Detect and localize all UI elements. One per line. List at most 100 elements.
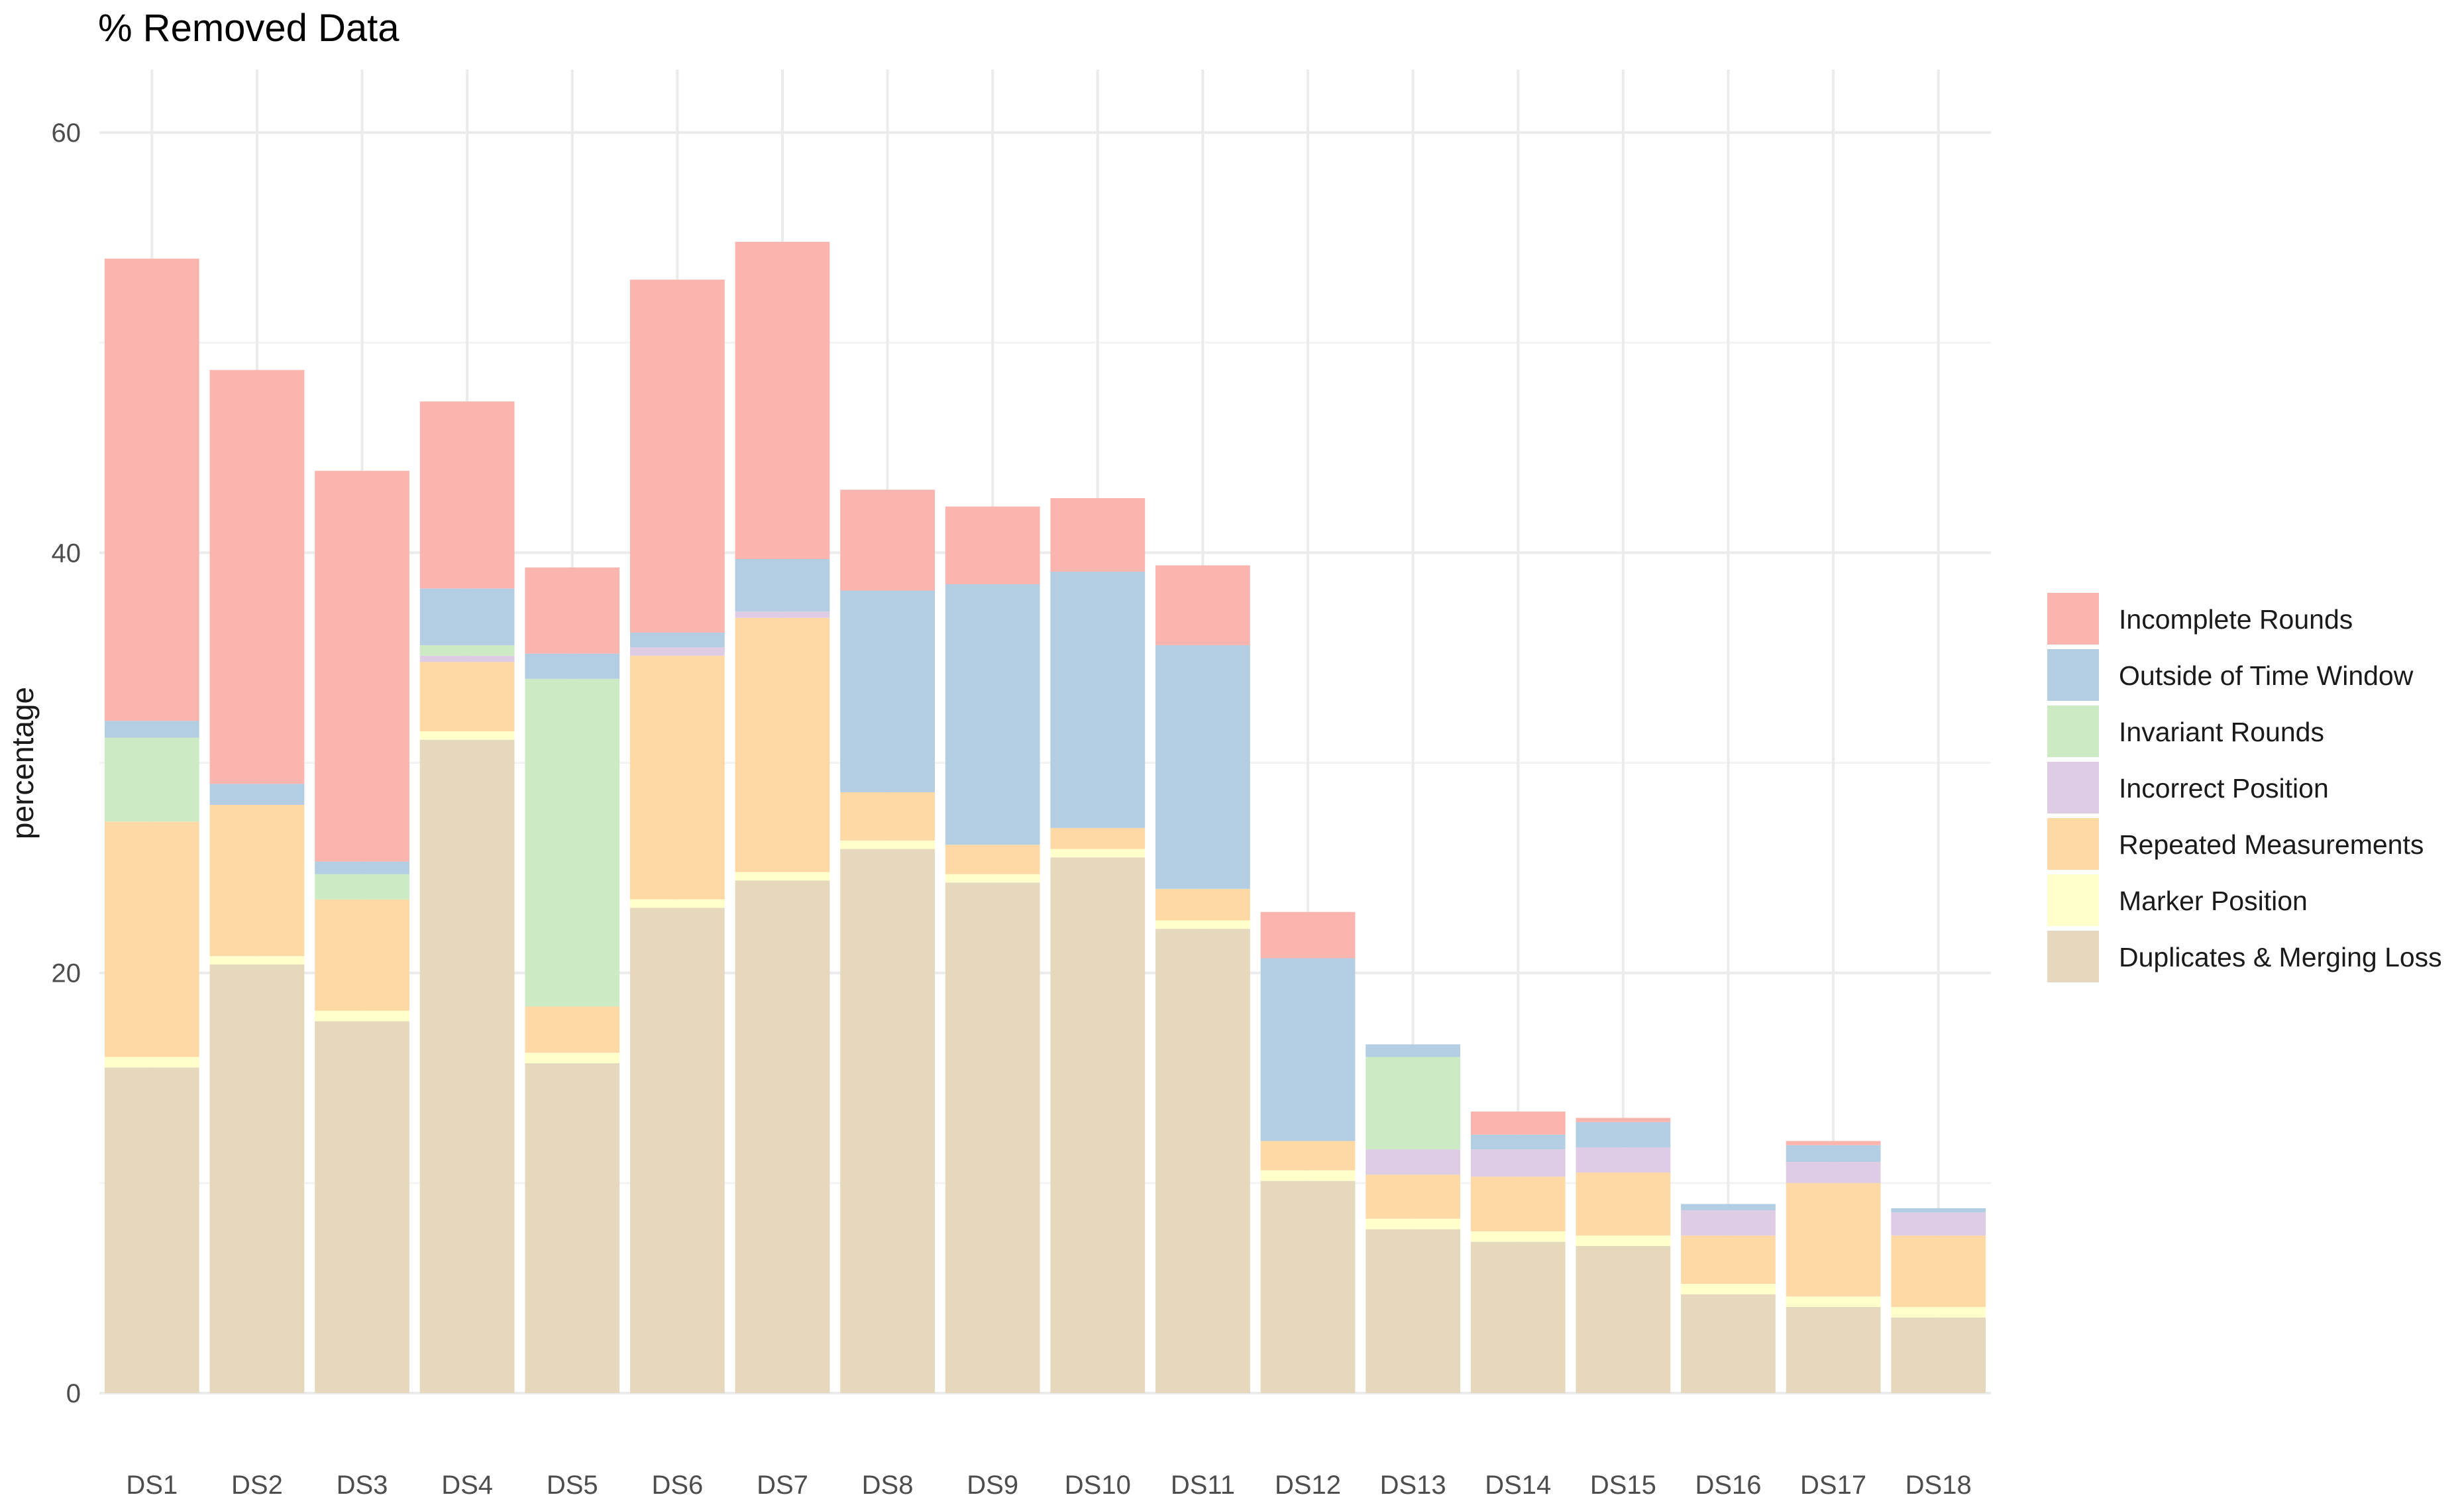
legend-label: Outside of Time Window	[2119, 660, 2414, 691]
bar-segment	[1260, 1170, 1356, 1181]
x-tick-labels: DS1 DS2 DS3 DS4 DS5 DS6 DS7 DS8 DS9 DS10 DS11 DS12 D…	[126, 1471, 1971, 1500]
y-tick-label: 40	[52, 539, 81, 568]
bar-segment	[1891, 1317, 1986, 1393]
bar-segment	[1470, 1176, 1566, 1231]
bar-segment	[1470, 1112, 1566, 1135]
bar-segment	[1260, 911, 1356, 959]
bar-segment	[1470, 1231, 1566, 1242]
y-tick-labels: 0 20 40 60	[52, 119, 81, 1408]
bar-segment	[209, 370, 305, 784]
bar-segment	[1155, 888, 1250, 921]
bar-segment	[1681, 1235, 1776, 1284]
bar-stack-ds3	[315, 470, 409, 1393]
legend-label: Duplicates & Merging Loss	[2119, 942, 2442, 972]
bar-segment	[840, 840, 935, 849]
bar-segment	[104, 721, 199, 738]
legend-key	[2047, 649, 2099, 701]
x-tick-label: DS1	[126, 1471, 178, 1500]
bar-segment	[419, 588, 515, 645]
x-tick-label: DS9	[967, 1471, 1018, 1500]
bar-segment	[209, 964, 305, 1393]
bar-segment	[735, 880, 830, 1393]
bar-segment	[419, 645, 515, 656]
bar-segment	[1260, 1141, 1356, 1171]
bar-segment	[1260, 958, 1356, 1141]
bar-segment	[1470, 1134, 1566, 1150]
bar-stack-ds7	[735, 242, 830, 1393]
bar-segment	[1786, 1162, 1881, 1183]
bar-stack-ds12	[1260, 911, 1356, 1393]
bar-stack-ds9	[945, 506, 1040, 1393]
bar-segment	[735, 558, 830, 612]
x-tick-label: DS4	[441, 1471, 493, 1500]
bar-segment	[945, 584, 1040, 845]
bar-segment	[1576, 1147, 1671, 1172]
bar-segment	[1366, 1218, 1461, 1229]
bar-segment	[629, 647, 725, 656]
bar-segment	[525, 653, 620, 679]
bar-segment	[1786, 1141, 1881, 1145]
x-tick-label: DS5	[547, 1471, 598, 1500]
bar-stack-ds10	[1050, 497, 1146, 1393]
bar-segment	[1576, 1121, 1671, 1147]
bar-segment	[945, 882, 1040, 1393]
bar-segment	[945, 506, 1040, 584]
bar-segment	[419, 739, 515, 1393]
bar-segment	[209, 784, 305, 805]
bar-stack-ds15	[1576, 1118, 1671, 1393]
bar-segment	[104, 737, 199, 822]
bar-stack-ds8	[840, 490, 935, 1393]
bar-segment	[1155, 920, 1250, 929]
y-tick-label: 60	[52, 119, 81, 148]
x-tick-label: DS7	[757, 1471, 808, 1500]
bar-segment	[735, 617, 830, 872]
bar-segment	[735, 611, 830, 618]
bar-segment	[629, 908, 725, 1393]
bar-segment	[525, 1053, 620, 1064]
x-tick-label: DS14	[1485, 1471, 1551, 1500]
bar-segment	[1681, 1210, 1776, 1236]
bar-segment	[1891, 1212, 1986, 1236]
bar-segment	[104, 1057, 199, 1068]
bar-stack-ds1	[104, 258, 199, 1393]
bar-segment	[945, 845, 1040, 874]
bar-segment	[840, 849, 935, 1393]
y-axis-title: percentage	[5, 687, 40, 839]
bar-segment	[1155, 645, 1250, 889]
bar-segment	[419, 731, 515, 740]
bar-stack-ds11	[1155, 565, 1250, 1393]
bar-segment	[1260, 1180, 1356, 1393]
bar-segment	[840, 490, 935, 591]
bar-segment	[735, 872, 830, 881]
bar-segment	[419, 662, 515, 731]
bar-segment	[840, 792, 935, 841]
bar-segment	[419, 655, 515, 662]
bar-segment	[1891, 1235, 1986, 1307]
bar-stack-ds6	[629, 280, 725, 1393]
bar-segment	[1470, 1241, 1566, 1393]
bar-segment	[1155, 565, 1250, 645]
x-tick-label: DS18	[1905, 1471, 1972, 1500]
bar-segment	[315, 861, 409, 874]
x-tick-label: DS3	[337, 1471, 388, 1500]
x-tick-label: DS12	[1275, 1471, 1341, 1500]
x-tick-label: DS16	[1695, 1471, 1761, 1500]
legend-key	[2047, 818, 2099, 870]
bars	[104, 242, 1986, 1393]
x-tick-label: DS13	[1380, 1471, 1446, 1500]
x-tick-label: DS10	[1065, 1471, 1131, 1500]
bar-segment	[629, 280, 725, 633]
bar-segment	[1786, 1145, 1881, 1163]
x-tick-label: DS8	[862, 1471, 914, 1500]
legend-key	[2047, 931, 2099, 982]
bar-segment	[1681, 1204, 1776, 1211]
legend-key	[2047, 874, 2099, 926]
bar-segment	[1576, 1246, 1671, 1393]
bar-segment	[1786, 1306, 1881, 1393]
x-tick-label: DS11	[1171, 1471, 1235, 1500]
bar-segment	[1050, 571, 1146, 828]
bar-segment	[1681, 1284, 1776, 1294]
x-tick-label: DS2	[231, 1471, 283, 1500]
bar-segment	[315, 899, 409, 1011]
